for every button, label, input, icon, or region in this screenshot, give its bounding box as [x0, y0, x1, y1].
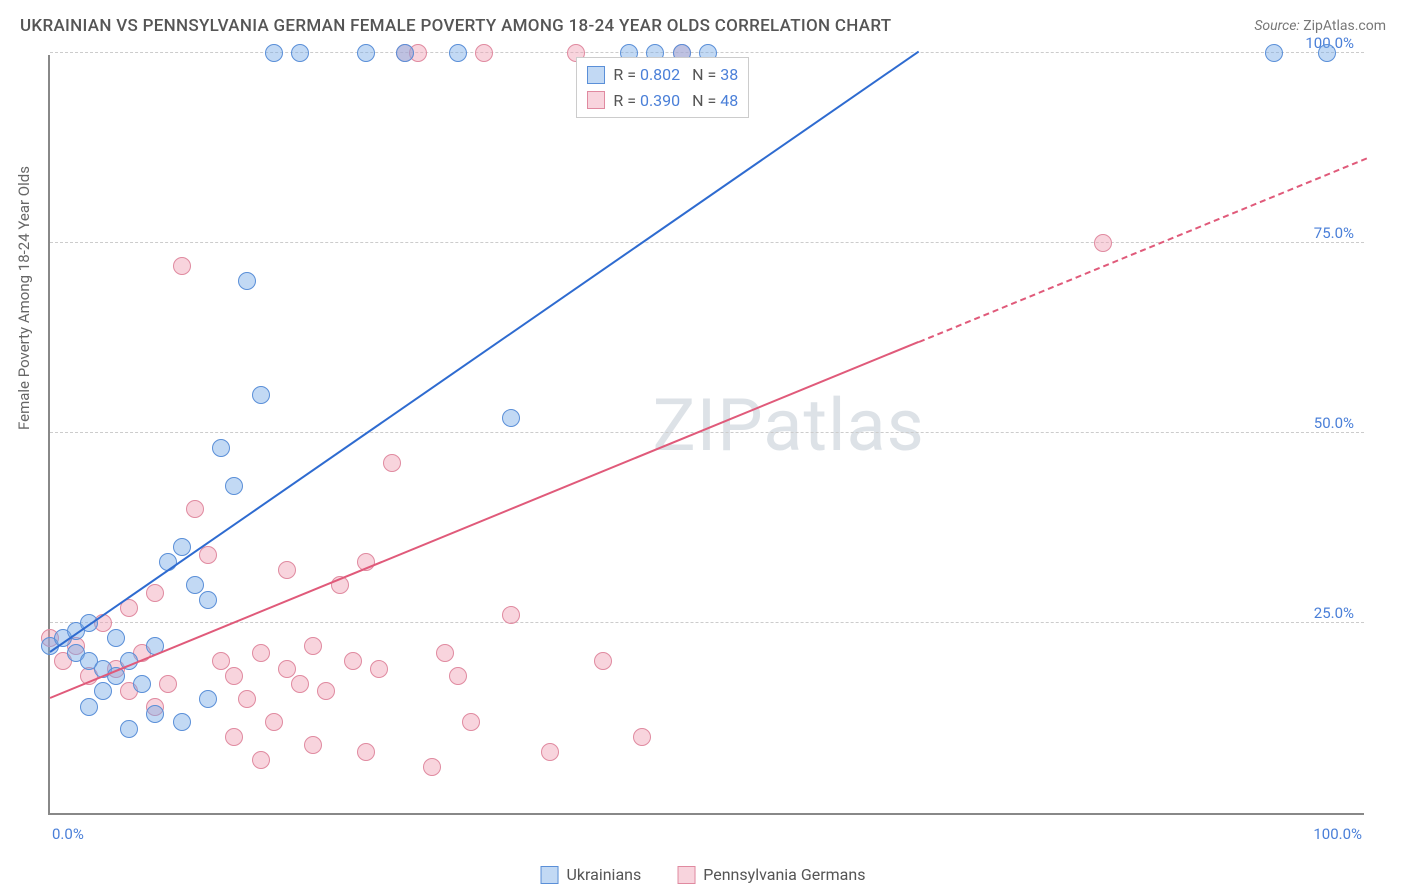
gridline	[50, 242, 1364, 243]
scatter-point-pa-german	[212, 652, 230, 670]
scatter-point-ukrainian	[199, 591, 217, 609]
x-tick-label: 100.0%	[1313, 825, 1362, 843]
chart-title: UKRAINIAN VS PENNSYLVANIA GERMAN FEMALE …	[20, 16, 891, 36]
stats-legend: R = 0.802 N = 38R = 0.390 N = 48	[576, 57, 749, 118]
swatch-icon	[677, 866, 695, 884]
scatter-point-pa-german	[291, 675, 309, 693]
scatter-point-ukrainian	[133, 675, 151, 693]
plot-area: ZIPatlas 25.0%50.0%75.0%100.0%0.0%100.0%…	[48, 55, 1364, 815]
swatch-icon	[541, 866, 559, 884]
scatter-point-ukrainian	[80, 698, 98, 716]
y-axis-label: Female Poverty Among 18-24 Year Olds	[15, 166, 33, 430]
stats-text: R = 0.802 N = 38	[613, 62, 738, 88]
scatter-point-ukrainian	[94, 682, 112, 700]
scatter-point-pa-german	[225, 667, 243, 685]
scatter-point-ukrainian	[212, 439, 230, 457]
source-value: ZipAtlas.com	[1303, 18, 1386, 34]
trend-line-pa-german	[50, 341, 919, 699]
scatter-point-pa-german	[541, 743, 559, 761]
scatter-point-pa-german	[594, 652, 612, 670]
scatter-point-pa-german	[502, 606, 520, 624]
stats-row-pa_germans: R = 0.390 N = 48	[587, 88, 738, 114]
scatter-point-pa-german	[370, 660, 388, 678]
scatter-point-pa-german	[252, 751, 270, 769]
scatter-point-ukrainian	[107, 629, 125, 647]
scatter-point-pa-german	[357, 743, 375, 761]
scatter-point-ukrainian	[120, 720, 138, 738]
scatter-point-pa-german	[186, 500, 204, 518]
scatter-point-pa-german	[238, 690, 256, 708]
scatter-point-ukrainian	[1318, 44, 1336, 62]
source-label: Source:	[1254, 18, 1303, 34]
scatter-point-pa-german	[278, 660, 296, 678]
legend-bottom: Ukrainians Pennsylvania Germans	[541, 865, 866, 884]
scatter-point-pa-german	[252, 644, 270, 662]
scatter-point-ukrainian	[396, 44, 414, 62]
legend-label: Pennsylvania Germans	[703, 865, 865, 884]
scatter-point-ukrainian	[291, 44, 309, 62]
scatter-point-pa-german	[475, 44, 493, 62]
stats-text: R = 0.390 N = 48	[613, 88, 738, 114]
trend-line-pa-german-dashed	[918, 157, 1366, 342]
scatter-point-pa-german	[462, 713, 480, 731]
scatter-point-pa-german	[173, 257, 191, 275]
scatter-point-ukrainian	[502, 409, 520, 427]
scatter-point-ukrainian	[173, 538, 191, 556]
scatter-point-ukrainian	[1265, 44, 1283, 62]
scatter-point-pa-german	[304, 637, 322, 655]
scatter-point-pa-german	[265, 713, 283, 731]
legend-item-pa-germans: Pennsylvania Germans	[677, 865, 865, 884]
y-tick-label: 25.0%	[1314, 604, 1354, 622]
scatter-point-pa-german	[317, 682, 335, 700]
swatch-icon	[587, 91, 605, 109]
scatter-point-ukrainian	[357, 44, 375, 62]
scatter-point-ukrainian	[252, 386, 270, 404]
scatter-point-pa-german	[1094, 234, 1112, 252]
source-attribution: Source: ZipAtlas.com	[1254, 18, 1386, 34]
scatter-point-pa-german	[436, 644, 454, 662]
scatter-point-pa-german	[383, 454, 401, 472]
trend-line-ukrainian	[49, 51, 919, 653]
scatter-point-ukrainian	[225, 477, 243, 495]
scatter-point-pa-german	[633, 728, 651, 746]
scatter-point-pa-german	[225, 728, 243, 746]
y-tick-label: 75.0%	[1314, 224, 1354, 242]
scatter-point-ukrainian	[186, 576, 204, 594]
stats-row-ukrainians: R = 0.802 N = 38	[587, 62, 738, 88]
scatter-point-ukrainian	[238, 272, 256, 290]
legend-item-ukrainians: Ukrainians	[541, 865, 642, 884]
scatter-point-pa-german	[344, 652, 362, 670]
scatter-point-ukrainian	[265, 44, 283, 62]
gridline	[50, 622, 1364, 623]
scatter-point-ukrainian	[449, 44, 467, 62]
scatter-point-ukrainian	[146, 705, 164, 723]
x-tick-label: 0.0%	[52, 825, 84, 843]
swatch-icon	[587, 66, 605, 84]
gridline	[50, 432, 1364, 433]
scatter-point-pa-german	[304, 736, 322, 754]
scatter-point-ukrainian	[199, 690, 217, 708]
scatter-point-pa-german	[159, 675, 177, 693]
scatter-point-pa-german	[146, 584, 164, 602]
scatter-point-pa-german	[278, 561, 296, 579]
legend-label: Ukrainians	[567, 865, 642, 884]
scatter-point-pa-german	[449, 667, 467, 685]
scatter-point-ukrainian	[173, 713, 191, 731]
scatter-point-pa-german	[423, 758, 441, 776]
chart-container: UKRAINIAN VS PENNSYLVANIA GERMAN FEMALE …	[0, 0, 1406, 892]
y-tick-label: 50.0%	[1314, 414, 1354, 432]
